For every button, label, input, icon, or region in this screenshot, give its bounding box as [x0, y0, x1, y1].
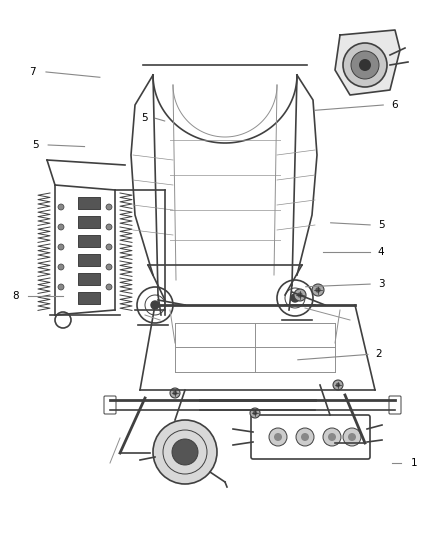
- Circle shape: [106, 244, 112, 250]
- Circle shape: [328, 433, 336, 441]
- Text: 5: 5: [141, 114, 148, 123]
- Circle shape: [151, 301, 159, 309]
- Circle shape: [297, 292, 303, 298]
- Circle shape: [315, 287, 321, 293]
- Circle shape: [301, 433, 309, 441]
- Circle shape: [269, 428, 287, 446]
- Circle shape: [343, 428, 361, 446]
- Polygon shape: [335, 30, 400, 95]
- Text: 2: 2: [375, 350, 382, 359]
- Circle shape: [58, 224, 64, 230]
- Circle shape: [312, 284, 324, 296]
- Text: 7: 7: [29, 67, 36, 77]
- Circle shape: [343, 43, 387, 87]
- Circle shape: [274, 433, 282, 441]
- Text: 6: 6: [391, 100, 398, 110]
- Circle shape: [106, 264, 112, 270]
- Bar: [78, 216, 100, 228]
- Circle shape: [58, 244, 64, 250]
- Circle shape: [153, 420, 217, 484]
- Circle shape: [58, 204, 64, 210]
- Circle shape: [296, 428, 314, 446]
- Text: 5: 5: [32, 140, 39, 150]
- Text: 3: 3: [378, 279, 385, 289]
- Bar: [78, 292, 100, 304]
- Circle shape: [348, 433, 356, 441]
- Text: 4: 4: [378, 247, 385, 257]
- Bar: [78, 254, 100, 266]
- Circle shape: [351, 51, 379, 79]
- Circle shape: [359, 59, 371, 71]
- Circle shape: [173, 391, 177, 395]
- Circle shape: [106, 204, 112, 210]
- Text: 8: 8: [12, 291, 19, 301]
- Circle shape: [172, 439, 198, 465]
- Text: 1: 1: [410, 458, 417, 467]
- Circle shape: [58, 264, 64, 270]
- Circle shape: [336, 383, 340, 387]
- Circle shape: [291, 294, 299, 302]
- Circle shape: [170, 388, 180, 398]
- Text: 5: 5: [378, 220, 385, 230]
- Circle shape: [323, 428, 341, 446]
- Circle shape: [58, 284, 64, 290]
- Circle shape: [250, 408, 260, 418]
- Bar: [78, 273, 100, 285]
- Bar: [78, 235, 100, 247]
- Circle shape: [106, 224, 112, 230]
- Circle shape: [106, 284, 112, 290]
- Circle shape: [294, 289, 306, 301]
- Circle shape: [253, 411, 257, 415]
- Bar: [78, 197, 100, 209]
- Circle shape: [333, 380, 343, 390]
